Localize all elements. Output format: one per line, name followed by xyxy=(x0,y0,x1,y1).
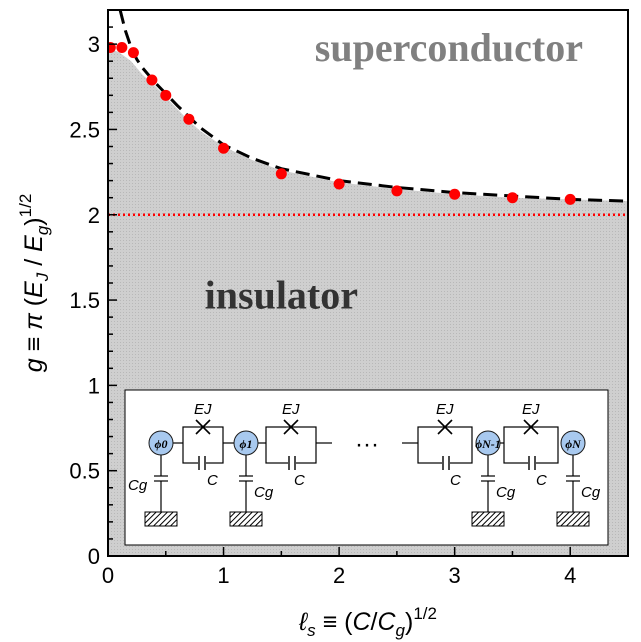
data-point xyxy=(275,168,287,180)
data-point xyxy=(449,188,461,200)
y-tick-label: 2 xyxy=(88,203,100,228)
x-tick-label: 0 xyxy=(102,563,114,588)
ground-capacitor-label: Cg xyxy=(128,477,148,494)
junction-label: EJ xyxy=(522,401,540,418)
ellipsis: ··· xyxy=(355,431,379,458)
data-point xyxy=(391,185,403,197)
data-point xyxy=(218,142,230,154)
y-axis-title: g ≡ π (EJ / Eg)1/2 xyxy=(16,194,52,373)
data-point xyxy=(183,113,195,125)
y-tick-label: 0 xyxy=(88,544,100,569)
capacitor-label: C xyxy=(536,472,547,489)
data-point xyxy=(506,192,518,204)
x-tick-label: 4 xyxy=(564,563,576,588)
junction-label: EJ xyxy=(194,401,212,418)
ground-capacitor-label: Cg xyxy=(581,484,601,501)
x-tick-label: 2 xyxy=(333,563,345,588)
node-label-n-minus-1: ϕN-1 xyxy=(475,437,501,451)
y-tick-label: 3 xyxy=(88,32,100,57)
data-points xyxy=(108,42,576,205)
y-tick-label: 0.5 xyxy=(69,459,100,484)
data-point xyxy=(116,42,128,54)
y-tick-label: 1.5 xyxy=(69,288,100,313)
capacitor-label: C xyxy=(207,472,218,489)
axes: 0 1 2 3 4 0 0.5 1 1.5 2 2.5 3 xyxy=(69,9,629,588)
ground-capacitor-label: Cg xyxy=(254,484,274,501)
junction-label: EJ xyxy=(436,401,454,418)
circuit-inset: ϕ0 ϕ1 ϕN-1 ϕN EJ EJ EJ EJ C C C C Cg Cg … xyxy=(124,389,609,546)
node-label-0: ϕ0 xyxy=(155,437,168,451)
y-tick-label: 2.5 xyxy=(69,117,100,142)
node-circles xyxy=(148,430,586,456)
data-point xyxy=(564,193,576,205)
x-tick-label: 3 xyxy=(449,563,461,588)
data-point xyxy=(333,178,345,190)
insulator-label: insulator xyxy=(205,273,358,318)
capacitor-label: C xyxy=(450,472,461,489)
capacitor-label: C xyxy=(294,472,305,489)
data-point xyxy=(146,74,158,86)
data-point xyxy=(127,47,139,59)
ground-capacitor-label: Cg xyxy=(496,484,516,501)
junction-label: EJ xyxy=(282,401,300,418)
x-tick-label: 1 xyxy=(217,563,229,588)
x-axis-title: ℓs ≡ (C/Cg)1/2 xyxy=(298,604,437,640)
y-tick-label: 1 xyxy=(88,373,100,398)
data-point xyxy=(160,89,172,101)
node-label-1: ϕ1 xyxy=(240,437,253,451)
superconductor-label: superconductor xyxy=(315,25,583,70)
node-label-n: ϕN xyxy=(565,437,582,451)
